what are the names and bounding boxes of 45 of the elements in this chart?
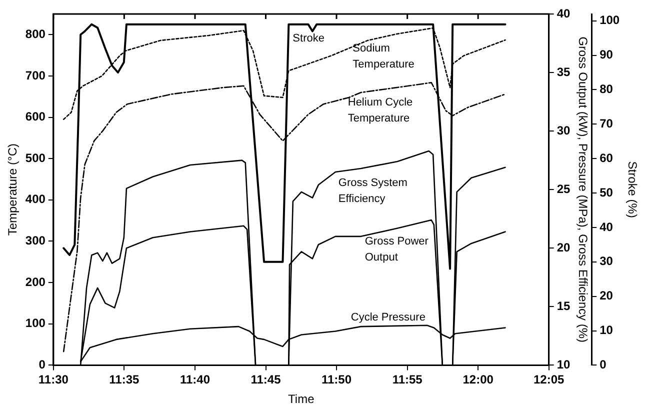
series-label: Helium Cycle Temperature xyxy=(348,96,413,125)
y-tick-label: 400 xyxy=(25,192,46,206)
series-label: Gross System Efficiency xyxy=(338,177,408,206)
y3-tick-label: 30 xyxy=(600,254,614,268)
y2-tick-label: 35 xyxy=(556,64,571,79)
y2-tick-label: 15 xyxy=(556,298,571,313)
y3-tick-label: 70 xyxy=(600,116,614,130)
y-tick-label: 100 xyxy=(25,316,46,330)
x-tick-label: 11:50 xyxy=(321,372,352,387)
y2-tick-label: 10 xyxy=(556,358,571,372)
y3-tick-label: 60 xyxy=(600,150,614,165)
y3-tick-label: 10 xyxy=(600,323,614,338)
y2-tick-label: 20 xyxy=(556,240,571,254)
x-tick-label: 12:00 xyxy=(462,372,494,387)
series-label: Gross Power Output xyxy=(364,235,429,264)
series-label: Stroke xyxy=(292,32,324,44)
x-tick-label: 11:30 xyxy=(38,372,69,387)
y3-tick-label: 90 xyxy=(600,48,614,62)
y-tick-label: 700 xyxy=(25,68,46,82)
x-tick-label: 11:40 xyxy=(180,372,210,387)
y-axis-title: Temperature (°C) xyxy=(6,144,20,236)
y-tick-label: 0 xyxy=(38,358,46,372)
series-label: Cycle Pressure xyxy=(350,312,426,324)
y3-tick-label: 50 xyxy=(600,185,614,200)
y-tick-label: 200 xyxy=(25,274,46,289)
y2-tick-label: 40 xyxy=(556,6,571,20)
series-label: Sodium Temperature xyxy=(352,42,414,70)
y3-axis-title: Stroke (%) xyxy=(625,161,640,218)
y2-axis-title: Gross Output (kW), Pressure (MPa), Gross Efficiency (%) xyxy=(576,36,590,343)
y-tick-label: 800 xyxy=(25,26,46,41)
x-tick-label: 11:45 xyxy=(250,372,282,387)
x-tick-label: 11:35 xyxy=(109,372,140,387)
y2-tick-label: 30 xyxy=(556,123,571,138)
y-tick-label: 300 xyxy=(25,234,46,248)
y3-tick-label: 80 xyxy=(600,82,614,96)
x-axis-title: Time xyxy=(288,392,315,406)
y3-tick-label: 40 xyxy=(600,220,614,234)
y2-tick-label: 25 xyxy=(556,182,571,196)
x-tick-label: 12:05 xyxy=(533,372,564,387)
y3-tick-label: 20 xyxy=(600,288,614,303)
y3-tick-label: 0 xyxy=(600,358,607,372)
x-tick-label: 11:55 xyxy=(392,372,423,387)
y3-tick-label: 100 xyxy=(600,13,620,28)
y-tick-label: 500 xyxy=(25,150,46,165)
y-tick-label: 600 xyxy=(25,110,46,124)
